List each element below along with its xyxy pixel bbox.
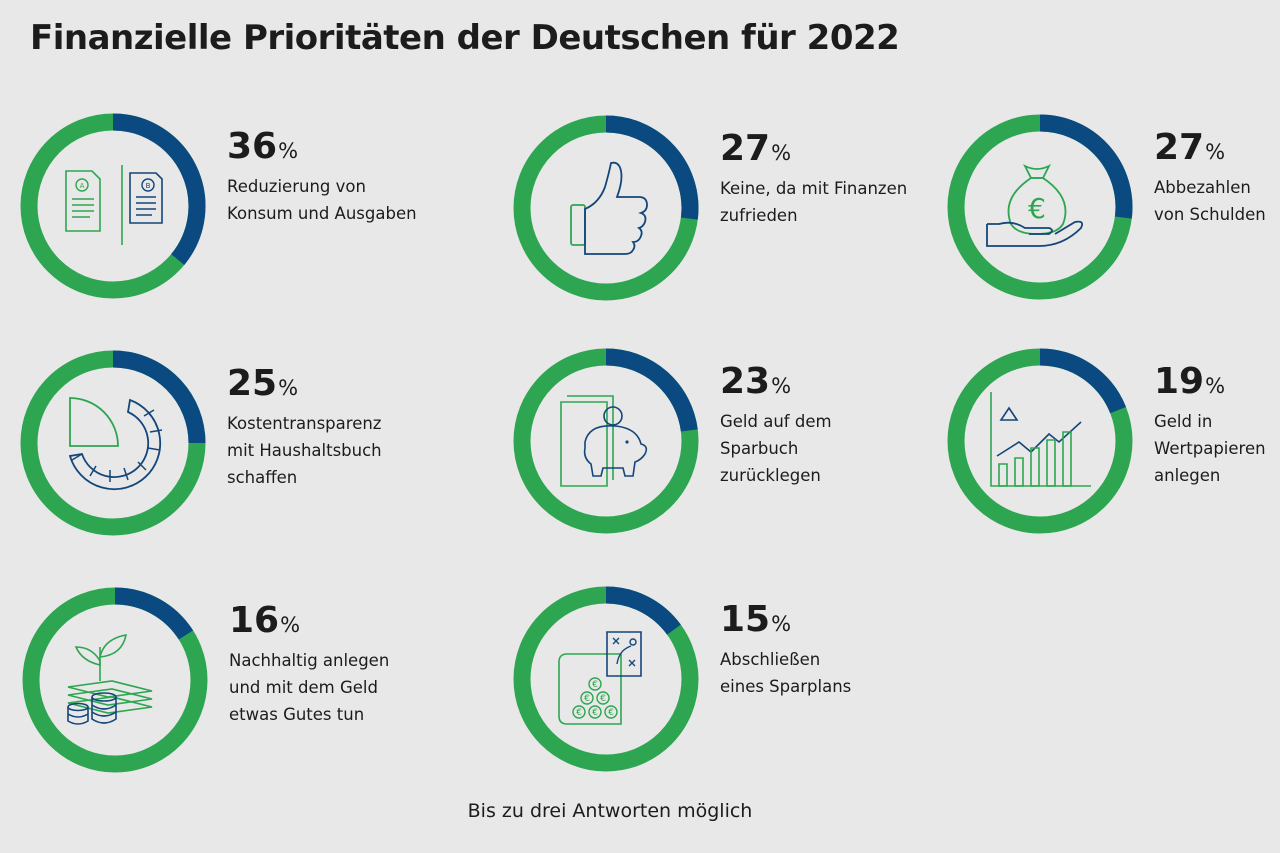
- thumbs-up-icon: [570, 161, 648, 255]
- donut-share: [1039, 114, 1133, 219]
- svg-text:€: €: [1028, 192, 1046, 225]
- growth-chart-icon: [990, 392, 1091, 487]
- category-label-line: Reduzierung von: [227, 177, 366, 196]
- pie-chart-icon: [68, 397, 163, 491]
- value-unit: %: [278, 139, 299, 163]
- value-number: 16: [229, 600, 280, 641]
- value-label: 27%: [720, 131, 791, 167]
- plant-money-icon: [67, 634, 153, 725]
- donut-share: [112, 350, 206, 444]
- value-unit: %: [280, 613, 301, 637]
- value-unit: %: [278, 376, 299, 400]
- donut-share: [112, 113, 206, 265]
- donut-share: [605, 348, 698, 432]
- svg-text:A: A: [80, 182, 85, 190]
- value-number: 15: [720, 599, 771, 640]
- value-label: 25%: [227, 366, 298, 402]
- value-unit: %: [1205, 374, 1226, 398]
- category-label-line: mit Haushaltsbuch: [227, 441, 382, 460]
- category-label-line: Keine, da mit Finanzen: [720, 179, 908, 198]
- money-bag-hand-icon: €: [986, 163, 1084, 247]
- priority-item: € 27% Abbezahlen von Schulden: [947, 114, 1280, 314]
- category-label-line: schaffen: [227, 468, 298, 487]
- donut-chart: [20, 113, 206, 299]
- category-label-line: eines Sparplans: [720, 677, 852, 696]
- savings-plan-icon: € € € € € €: [558, 631, 642, 725]
- value-number: 23: [720, 361, 771, 402]
- value-unit: %: [771, 374, 792, 398]
- value-unit: %: [1205, 140, 1226, 164]
- svg-text:€: €: [600, 694, 606, 704]
- svg-text:€: €: [592, 708, 598, 718]
- priority-item: 16% Nachhaltig anlegen und mit dem Geld etw…: [22, 587, 442, 787]
- donut-chart: [513, 586, 699, 772]
- svg-text:€: €: [584, 694, 590, 704]
- category-label-line: zufrieden: [720, 206, 798, 225]
- category-label-line: Abschließen: [720, 650, 821, 669]
- donut-chart: [513, 115, 699, 301]
- category-label: Abbezahlen von Schulden: [1154, 174, 1280, 228]
- category-label-line: von Schulden: [1154, 205, 1266, 224]
- value-number: 25: [227, 363, 278, 404]
- donut-chart: [947, 348, 1133, 534]
- category-label: Nachhaltig anlegen und mit dem Geld etwas …: [229, 647, 449, 728]
- value-label: 16%: [229, 603, 300, 639]
- category-label: Reduzierung von Konsum und Ausgaben: [227, 173, 447, 227]
- category-label-line: und mit dem Geld: [229, 678, 378, 697]
- category-label: Abschließen eines Sparplans: [720, 646, 940, 700]
- value-label: 19%: [1154, 364, 1225, 400]
- category-label: Kostentransparenz mit Haushaltsbuch schaff…: [227, 410, 447, 491]
- priority-item: 19% Geld in Wertpapieren anlegen: [947, 348, 1280, 548]
- value-number: 19: [1154, 361, 1205, 402]
- category-label-line: Sparbuch: [720, 439, 799, 458]
- value-unit: %: [771, 141, 792, 165]
- value-label: 27%: [1154, 130, 1225, 166]
- donut-share: [114, 587, 194, 640]
- value-number: 27: [720, 128, 771, 169]
- category-label-line: anlegen: [1154, 466, 1221, 485]
- donut-share: [605, 115, 699, 220]
- category-label-line: etwas Gutes tun: [229, 705, 365, 724]
- documents-ab-icon: A B: [65, 165, 163, 245]
- category-label: Keine, da mit Finanzen zufrieden: [720, 175, 940, 229]
- value-label: 36%: [227, 129, 298, 165]
- category-label-line: Geld in: [1154, 412, 1213, 431]
- category-label-line: Geld auf dem: [720, 412, 832, 431]
- category-label-line: Wertpapieren: [1154, 439, 1266, 458]
- category-label-line: zurücklegen: [720, 466, 821, 485]
- svg-text:€: €: [592, 680, 598, 690]
- svg-text:B: B: [146, 182, 151, 190]
- category-label: Geld auf dem Sparbuch zurücklegen: [720, 408, 940, 489]
- category-label-line: Nachhaltig anlegen: [229, 651, 390, 670]
- donut-chart: [20, 350, 206, 536]
- donut-chart: [22, 587, 208, 773]
- value-label: 15%: [720, 602, 791, 638]
- priority-item: 25% Kostentransparenz mit Haushaltsbuch sch…: [20, 350, 440, 550]
- donut-share: [605, 586, 681, 635]
- donut-chart: [947, 114, 1133, 300]
- page-title: Finanzielle Prioritäten der Deutschen fü…: [30, 18, 900, 58]
- donut-chart: [513, 348, 699, 534]
- priority-item: A B 36% Reduzierung von Konsum und Ausgabe…: [20, 113, 440, 313]
- footnote: Bis zu drei Antworten möglich: [467, 800, 753, 822]
- svg-text:€: €: [576, 708, 582, 718]
- category-label-line: Konsum und Ausgaben: [227, 204, 417, 223]
- value-number: 36: [227, 126, 278, 167]
- donut-share: [1039, 348, 1127, 414]
- value-unit: %: [771, 612, 792, 636]
- category-label-line: Abbezahlen: [1154, 178, 1251, 197]
- piggy-bank-book-icon: [560, 395, 648, 487]
- priority-item: 23% Geld auf dem Sparbuch zurücklegen: [513, 348, 933, 548]
- value-label: 23%: [720, 364, 791, 400]
- category-label: Geld in Wertpapieren anlegen: [1154, 408, 1280, 489]
- value-number: 27: [1154, 127, 1205, 168]
- priority-item: 27% Keine, da mit Finanzen zufrieden: [513, 115, 933, 315]
- category-label-line: Kostentransparenz: [227, 414, 382, 433]
- svg-text:€: €: [608, 708, 614, 718]
- priority-item: € € € € € € 15% Abschließen eines Sparplan…: [513, 586, 933, 786]
